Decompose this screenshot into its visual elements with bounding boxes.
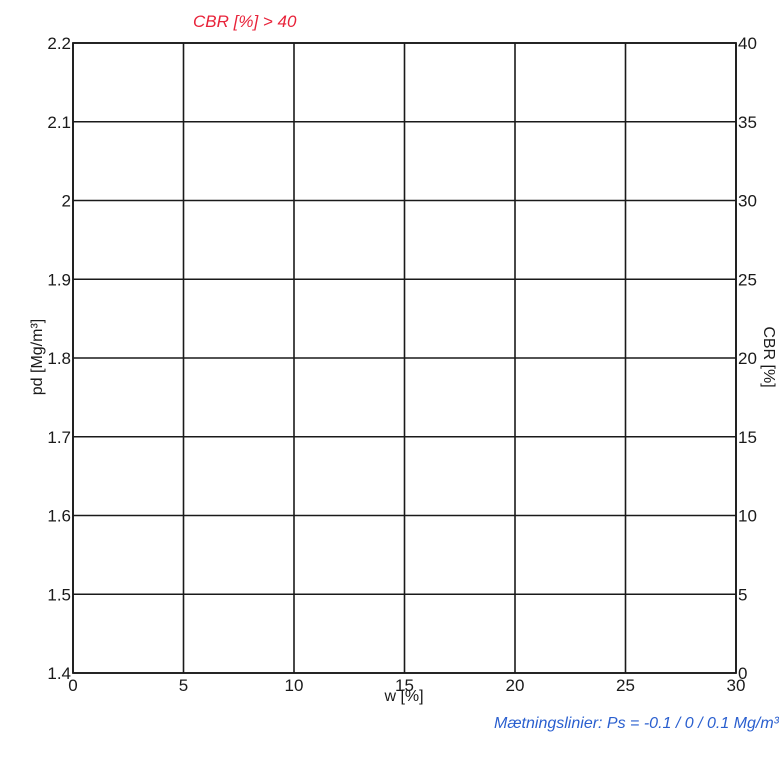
- y2-tick-label: 5: [738, 585, 747, 604]
- y2-tick-label: 40: [738, 34, 757, 53]
- y2-tick-label: 0: [738, 664, 747, 683]
- y-tick-label: 2.2: [47, 34, 71, 53]
- x-tick-label: 0: [68, 676, 77, 695]
- y2-tick-label: 30: [738, 192, 757, 211]
- y-tick-label: 1.5: [47, 585, 71, 604]
- saturation-lines-note: Mætningslinier: Ps = -0.1 / 0 / 0.1 Mg/m…: [494, 715, 779, 732]
- y2-tick-label: 15: [738, 428, 757, 447]
- x-axis-label: w [%]: [383, 688, 423, 705]
- grid-layer: [72, 42, 737, 674]
- x-tick-label: 15: [395, 676, 414, 695]
- y2-tick-label: 25: [738, 270, 757, 289]
- x-tick-label: 10: [285, 676, 304, 695]
- y2-axis-label: CBR [%]: [760, 326, 777, 387]
- y2-tick-label: 35: [738, 113, 757, 132]
- x-tick-label: 30: [727, 676, 746, 695]
- y-tick-label: 2.1: [47, 113, 71, 132]
- x-tick-label: 5: [179, 676, 188, 695]
- x-tick-label: 25: [616, 676, 635, 695]
- y-tick-label: 1.4: [47, 664, 71, 683]
- plot-frame: [72, 42, 737, 674]
- y-axis-label: pd [Mg/m³]: [29, 319, 46, 395]
- y-tick-label: 1.8: [47, 349, 71, 368]
- y2-tick-label: 10: [738, 507, 757, 526]
- y-tick-label: 1.6: [47, 507, 71, 526]
- y-tick-label: 1.9: [47, 270, 71, 289]
- tick-labels: 0 5 10 15 20 25 30 1.4 1.5 1.6 1.7 1.8 1.9 2 2.1 2.2 0 5 1…: [47, 34, 757, 695]
- chart-title: CBR [%] > 40: [193, 12, 297, 31]
- y2-tick-label: 20: [738, 349, 757, 368]
- y-tick-label: 1.7: [47, 428, 71, 447]
- y-tick-label: 2: [62, 192, 71, 211]
- x-tick-label: 20: [506, 676, 525, 695]
